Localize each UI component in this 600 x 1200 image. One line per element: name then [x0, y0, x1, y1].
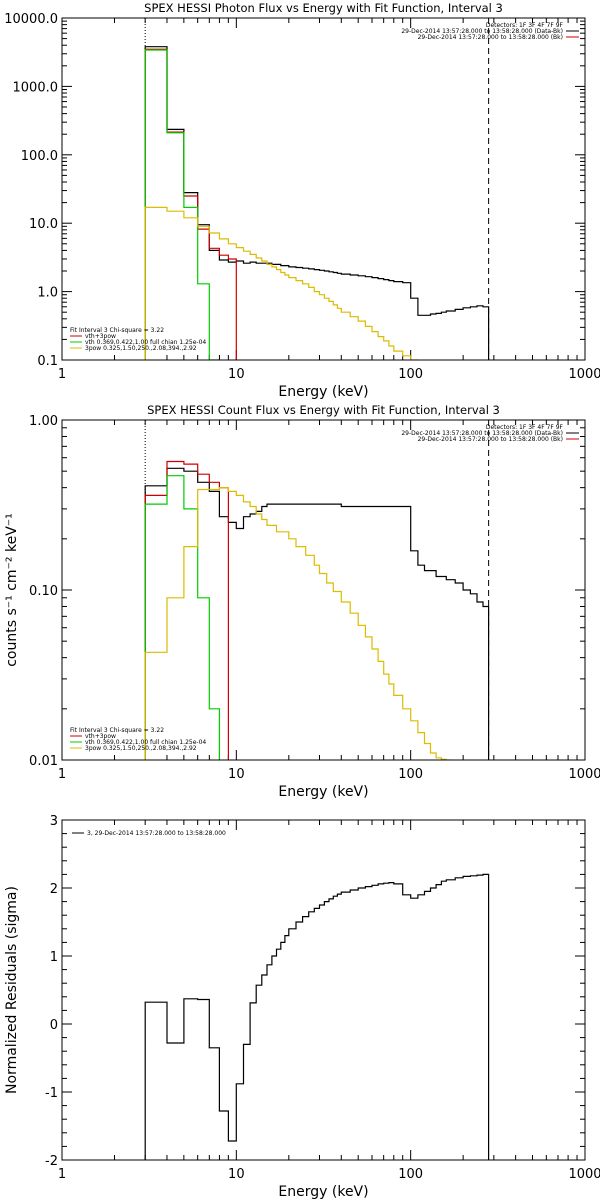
plot-frame — [61, 419, 586, 761]
y-tick-label: 1.0 — [37, 286, 58, 301]
x-tick-label: 10 — [228, 1167, 245, 1182]
y-tick-label: -1 — [45, 1086, 58, 1101]
x-tick-label: 10 — [228, 367, 245, 382]
legend-entry: vth+3pow — [85, 333, 116, 340]
legend-line: Detectors: 1F 3F 4F 7F 9F — [486, 424, 564, 431]
y-tick-label: 1000.0 — [13, 80, 59, 95]
plot-2: SPEX HESSI Count Flux vs Energy with Fit… — [4, 403, 600, 800]
legend-line: 29-Dec-2014 13:57:28.000 to 13:58:28.000… — [418, 436, 563, 443]
legend-line: Detectors: 1F 3F 4F 7F 9F — [486, 22, 564, 29]
y-tick-label: 0.10 — [29, 584, 58, 599]
plot-title: SPEX HESSI Photon Flux vs Energy with Fi… — [144, 1, 503, 15]
series-line-1 — [144, 467, 490, 760]
x-axis-ticks — [61, 420, 578, 760]
y-axis-label: counts s⁻¹ cm⁻² keV⁻¹ — [4, 513, 20, 667]
plot-frame — [61, 17, 586, 361]
legend-header: Fit Interval 3 Chi-square = 3.22 — [70, 727, 164, 734]
y-tick-label: 10.0 — [29, 217, 58, 232]
plot-frame — [61, 819, 586, 1161]
legend-entry: vth 0.369,0.422,1.00 full chian 1.25e-04 — [85, 739, 206, 746]
legend-entry: vth+3pow — [85, 733, 116, 740]
series-line-3 — [144, 49, 220, 360]
y-tick-label: -2 — [45, 1154, 58, 1169]
series-line-3 — [144, 475, 220, 760]
x-axis-ticks — [61, 18, 578, 360]
plot-title: SPEX HESSI Count Flux vs Energy with Fit… — [147, 403, 500, 417]
x-tick-label: 1000 — [568, 767, 600, 782]
legend-line: 29-Dec-2014 13:57:28.000 to 13:58:28.000… — [401, 28, 563, 35]
legend-header: Fit Interval 3 Chi-square = 3.22 — [70, 327, 164, 334]
x-tick-label: 100 — [398, 1167, 423, 1182]
x-tick-label: 100 — [398, 767, 423, 782]
x-tick-label: 1000 — [568, 367, 600, 382]
y-axis-ticks — [62, 819, 585, 1161]
legend-entry: 3pow 0.325,1.50,250.,2.08,394.,2.92 — [85, 745, 197, 752]
legend-entry: 3, 29-Dec-2014 13:57:28.000 to 13:58:28.… — [87, 830, 226, 837]
y-axis-ticks — [62, 20, 585, 361]
y-axis-ticks — [62, 427, 585, 761]
series-line-2 — [144, 48, 237, 360]
y-tick-label: 10000.0 — [4, 12, 58, 27]
series-group — [144, 460, 490, 760]
y-tick-label: 3 — [50, 814, 58, 829]
series-group — [144, 46, 490, 360]
x-tick-label: 100 — [398, 367, 423, 382]
x-tick-label: 1 — [58, 367, 66, 382]
y-tick-label: 2 — [50, 882, 58, 897]
y-tick-label: 0.1 — [37, 354, 58, 369]
y-tick-label: 0 — [50, 1018, 58, 1033]
series-line-4 — [144, 487, 451, 760]
legend-line: 29-Dec-2014 13:57:28.000 to 13:58:28.000… — [418, 34, 563, 41]
legend-line: 29-Dec-2014 13:57:28.000 to 13:58:28.000… — [401, 430, 563, 437]
series-line-1 — [144, 873, 490, 1160]
series-group — [144, 873, 490, 1160]
x-tick-label: 10 — [228, 767, 245, 782]
x-tick-label: 1 — [58, 1167, 66, 1182]
y-axis-label: Normalized Residuals (sigma) — [4, 886, 20, 1094]
series-line-2 — [144, 460, 229, 760]
legend-entry: 3pow 0.325,1.50,250.,2.08,394.,2.92 — [85, 345, 197, 352]
series-line-4 — [144, 206, 418, 360]
series-line-1 — [144, 46, 490, 360]
y-tick-label: 0.01 — [29, 754, 58, 769]
x-axis-label: Energy (keV) — [278, 1184, 368, 1200]
plot-3: 1 10 100 1000 -2 -1 0 1 2 3 Energy (keV) Normalized… — [4, 814, 600, 1200]
x-axis-ticks — [61, 820, 578, 1160]
x-tick-label: 1 — [58, 767, 66, 782]
plot-1: SPEX HESSI Photon Flux vs Energy with Fi… — [4, 1, 600, 400]
x-axis-label: Energy (keV) — [278, 384, 368, 400]
y-tick-label: 1 — [50, 950, 58, 965]
x-axis-label: Energy (keV) — [278, 784, 368, 800]
x-tick-label: 1000 — [568, 1167, 600, 1182]
legend-entry: vth 0.369,0.422,1.00 full chian 1.25e-04 — [85, 339, 206, 346]
y-tick-label: 1.00 — [29, 414, 58, 429]
y-tick-label: 100.0 — [21, 149, 58, 164]
